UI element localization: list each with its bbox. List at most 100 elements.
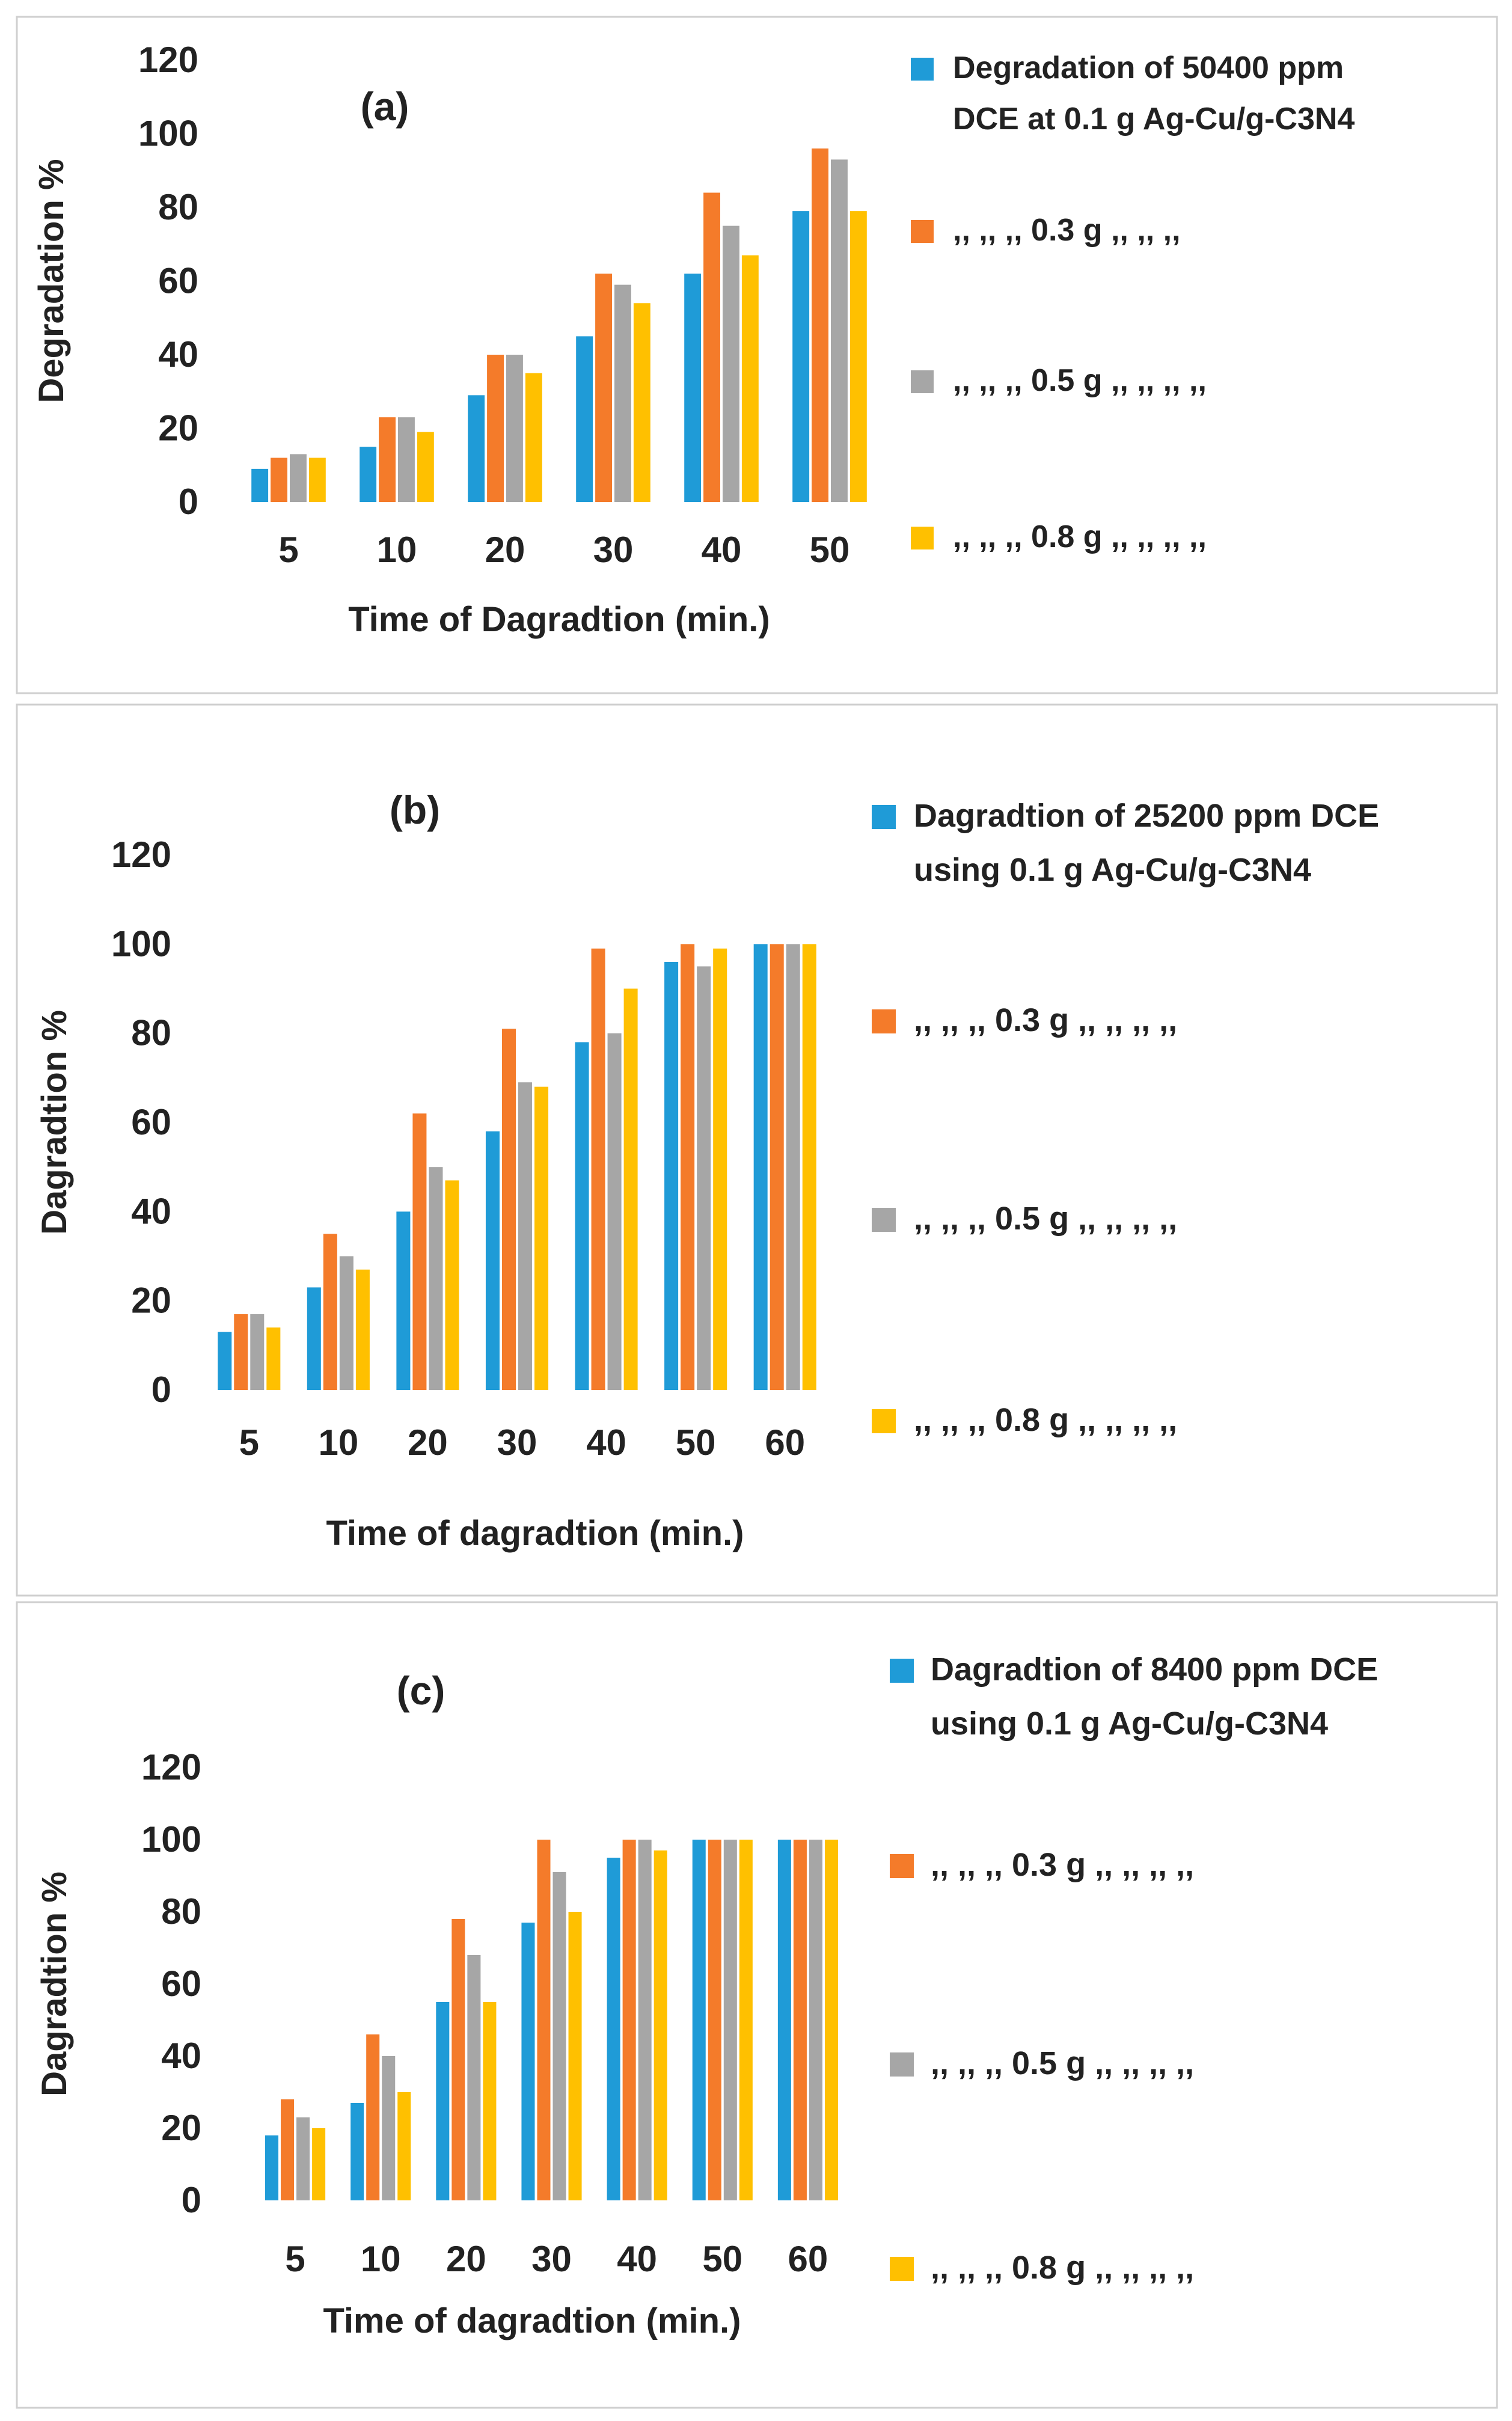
y-tick-label: 60 xyxy=(161,1963,201,2004)
x-tick-label: 40 xyxy=(702,530,742,570)
bar-50-series-4 xyxy=(713,948,727,1390)
y-tick-label: 120 xyxy=(111,834,171,875)
bar-10-series-3 xyxy=(382,2056,396,2200)
bar-30-series-3 xyxy=(552,1872,566,2200)
y-tick-label: 100 xyxy=(111,923,171,964)
x-tick-label: 20 xyxy=(446,2239,486,2279)
x-tick-label: 5 xyxy=(278,530,298,570)
bar-50-series-2 xyxy=(812,148,828,502)
bar-10-series-1 xyxy=(360,447,377,502)
bar-60-series-2 xyxy=(793,1840,807,2200)
bar-5-series-4 xyxy=(308,458,326,502)
bar-20-series-4 xyxy=(525,373,542,502)
bar-40-series-4 xyxy=(741,255,759,502)
bar-30-series-2 xyxy=(595,274,612,502)
bar-20-series-1 xyxy=(436,2002,450,2200)
bar-40-series-3 xyxy=(607,1033,622,1390)
y-tick-label: 80 xyxy=(161,1891,201,1932)
legend-label: ,, ,, ,, 0.8 g ,, ,, ,, ,, xyxy=(931,2250,1194,2286)
legend-swatch-series-4 xyxy=(890,2257,914,2281)
bar-30-series-1 xyxy=(521,1923,535,2200)
legend-label: DCE at 0.1 g Ag-Cu/g-C3N4 xyxy=(953,102,1354,136)
bar-40-series-4 xyxy=(623,988,638,1390)
bar-20-series-2 xyxy=(451,1919,465,2200)
legend-swatch-series-1 xyxy=(872,805,896,829)
x-tick-label: 30 xyxy=(593,530,634,570)
x-tick-label: 20 xyxy=(408,1422,448,1463)
chart-frame xyxy=(16,16,1498,694)
bar-60-series-1 xyxy=(777,1840,791,2200)
y-tick-label: 0 xyxy=(152,1370,171,1410)
bar-10-series-1 xyxy=(307,1287,321,1390)
y-tick-label: 80 xyxy=(158,187,198,227)
chart-panel-a: 0 20 40 60 80 100 120 5 10 20 30 40 50 Time of Dagrad… xyxy=(16,16,1498,694)
bar-40-series-1 xyxy=(575,1042,589,1390)
panel-label: (b) xyxy=(390,788,440,832)
legend-label: ,, ,, ,, 0.3 g ,, ,, ,, ,, xyxy=(931,1847,1194,1883)
x-tick-label: 40 xyxy=(586,1422,626,1463)
legend-swatch-series-2 xyxy=(911,220,934,243)
x-tick-label: 10 xyxy=(318,1422,358,1463)
x-axis-label: Time of Dagradtion (min.) xyxy=(348,600,770,639)
chart-panel-c: 0 20 40 60 80 100 120 5 10 20 30 40 50 60 Time of dagr… xyxy=(16,1601,1498,2409)
bar-50-series-3 xyxy=(831,159,848,502)
y-tick-label: 20 xyxy=(158,408,198,448)
legend-swatch-series-4 xyxy=(911,527,934,549)
y-tick-label: 120 xyxy=(141,1747,201,1787)
bar-50-series-2 xyxy=(708,1840,721,2200)
bar-30-series-4 xyxy=(534,1086,549,1390)
bar-30-series-3 xyxy=(614,284,631,502)
x-tick-label: 20 xyxy=(485,530,525,570)
y-axis-label: Dagradtion % xyxy=(35,1010,74,1235)
legend-label: ,, ,, ,, 0.3 g ,, ,, ,, ,, xyxy=(914,1002,1177,1038)
bar-40-series-2 xyxy=(622,1840,636,2200)
bar-5-series-3 xyxy=(296,2117,310,2200)
x-tick-label: 50 xyxy=(810,530,850,570)
bar-50-series-3 xyxy=(723,1840,737,2200)
bar-30-series-4 xyxy=(568,1912,582,2200)
bar-30-series-1 xyxy=(576,336,593,502)
bar-5-series-3 xyxy=(290,454,307,502)
bar-30-series-4 xyxy=(633,303,650,502)
legend-label: ,, ,, ,, 0.3 g ,, ,, ,, xyxy=(953,213,1181,248)
bar-30-series-3 xyxy=(518,1082,533,1390)
bar-10-series-2 xyxy=(323,1234,337,1390)
legend-swatch-series-3 xyxy=(890,2052,914,2077)
bar-30-series-1 xyxy=(485,1131,500,1390)
legend-label: Dagradtion of 8400 ppm DCE xyxy=(931,1651,1378,1688)
x-tick-label: 60 xyxy=(765,1422,805,1463)
y-axis-label: Dagradtion % xyxy=(35,1872,74,2096)
bar-20-series-4 xyxy=(445,1180,459,1390)
chart-panel-b: 0 20 40 60 80 100 120 5 10 20 30 40 50 60 Time of dagr… xyxy=(16,703,1498,1597)
chart-frame xyxy=(16,1601,1498,2409)
bar-10-series-1 xyxy=(350,2103,364,2200)
bar-5-series-4 xyxy=(312,2128,326,2200)
bar-5-series-2 xyxy=(271,458,287,502)
legend-label: using 0.1 g Ag-Cu/g-C3N4 xyxy=(914,852,1311,888)
y-tick-label: 100 xyxy=(141,1819,201,1859)
y-tick-label: 0 xyxy=(179,482,198,522)
bar-40-series-2 xyxy=(703,192,720,502)
bar-10-series-4 xyxy=(417,432,434,502)
bar-60-series-2 xyxy=(770,944,784,1390)
x-axis-label: Time of dagradtion (min.) xyxy=(323,2301,741,2340)
bar-50-series-3 xyxy=(697,966,711,1390)
x-axis-label: Time of dagradtion (min.) xyxy=(326,1514,744,1553)
panel-label: (a) xyxy=(361,84,409,129)
bar-10-series-3 xyxy=(398,417,415,502)
bar-10-series-4 xyxy=(355,1269,370,1390)
y-tick-label: 60 xyxy=(158,261,198,301)
bar-60-series-3 xyxy=(809,1840,822,2200)
x-tick-label: 30 xyxy=(531,2239,572,2279)
panel-label: (c) xyxy=(397,1668,445,1713)
bar-30-series-2 xyxy=(501,1029,516,1390)
legend-label: Degradation of 50400 ppm xyxy=(953,51,1344,85)
bar-60-series-3 xyxy=(786,944,800,1390)
bar-40-series-3 xyxy=(723,225,739,502)
bar-50-series-2 xyxy=(681,944,695,1390)
legend-swatch-series-4 xyxy=(872,1409,896,1433)
bar-40-series-2 xyxy=(591,948,605,1390)
legend-label: ,, ,, ,, 0.5 g ,, ,, ,, ,, xyxy=(914,1201,1177,1237)
bar-5-series-2 xyxy=(234,1314,248,1390)
